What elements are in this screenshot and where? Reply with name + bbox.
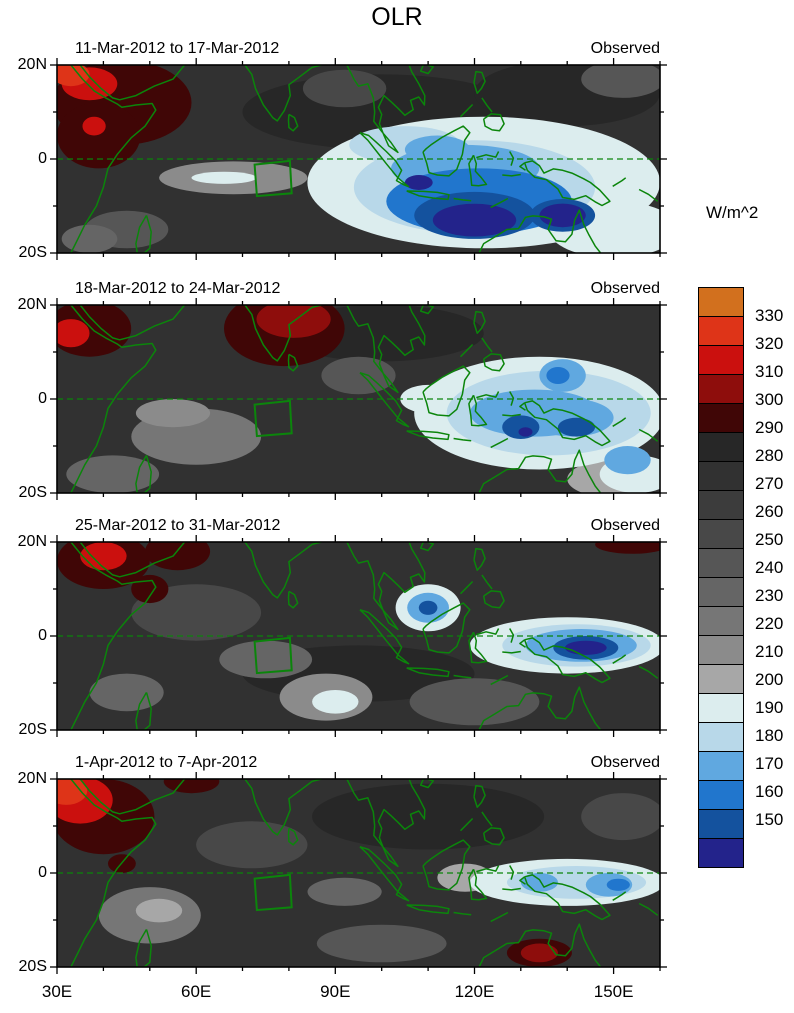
figure-title: OLR — [371, 3, 423, 31]
map-panel-4 — [50, 772, 667, 974]
panel-border — [56, 304, 661, 494]
coastlines — [70, 542, 659, 730]
colorbar-tick-label: 180 — [755, 726, 784, 745]
map-panel-3 — [50, 535, 667, 737]
y-tick-label: 20N — [17, 56, 47, 73]
panel-1-date-range: 11-Mar-2012 to 17-Mar-2012 — [75, 40, 280, 57]
colorbar-tick-label: 220 — [755, 614, 784, 633]
colorbar-tick-label: 150 — [755, 810, 784, 829]
map-panel-2 — [50, 298, 667, 500]
y-tick-label: 20N — [17, 533, 47, 550]
panel-4-observed-label: Observed — [590, 754, 660, 771]
monitoring-box — [253, 159, 293, 198]
colorbar-box — [698, 780, 744, 810]
y-tick-label: 20S — [18, 958, 47, 975]
colorbar-tick-label: 210 — [755, 642, 784, 661]
colorbar-tick-label: 310 — [755, 362, 784, 381]
coastlines — [70, 305, 659, 493]
colorbar-tick-label: 240 — [755, 558, 784, 577]
colorbar-tick-label: 260 — [755, 502, 784, 521]
colorbar-box — [698, 809, 744, 839]
monitoring-box — [253, 399, 293, 438]
monitoring-box — [253, 636, 293, 675]
colorbar-tick-label: 190 — [755, 698, 784, 717]
map-panel-1 — [50, 58, 667, 260]
y-tick-label: 20S — [18, 721, 47, 738]
coastlines — [70, 65, 659, 253]
monitoring-box — [253, 873, 293, 912]
x-tick-label: 30E — [41, 982, 73, 1001]
colorbar-tick-label: 290 — [755, 418, 784, 437]
panel-4-date-range: 1-Apr-2012 to 7-Apr-2012 — [75, 754, 258, 771]
colorbar-tick-label: 270 — [755, 474, 784, 493]
y-tick-label: 0 — [38, 150, 47, 167]
colorbar-box — [698, 577, 744, 607]
colorbar-unit-label: W/m^2 — [706, 203, 759, 222]
y-tick-label: 20S — [18, 484, 47, 501]
colorbar — [698, 287, 744, 868]
colorbar-box — [698, 519, 744, 549]
x-tick-label: 60E — [181, 982, 212, 1001]
panel-border — [56, 778, 661, 968]
panel-2-date-range: 18-Mar-2012 to 24-Mar-2012 — [75, 280, 281, 297]
colorbar-tick-label: 230 — [755, 586, 784, 605]
colorbar-box — [698, 490, 744, 520]
y-tick-label: 20N — [17, 296, 47, 313]
colorbar-box — [698, 751, 744, 781]
colorbar-box — [698, 548, 744, 578]
colorbar-tick-label: 160 — [755, 782, 784, 801]
colorbar-box — [698, 838, 744, 868]
colorbar-tick-label: 250 — [755, 530, 784, 549]
colorbar-box — [698, 345, 744, 375]
panel-3-date-range: 25-Mar-2012 to 31-Mar-2012 — [75, 517, 281, 534]
colorbar-box — [698, 722, 744, 752]
colorbar-tick-label: 330 — [755, 306, 784, 325]
panel-2-observed-label: Observed — [590, 280, 660, 297]
colorbar-box — [698, 606, 744, 636]
y-tick-label: 0 — [38, 390, 47, 407]
colorbar-box — [698, 635, 744, 665]
x-tick-label: 150E — [593, 982, 634, 1001]
colorbar-tick-label: 280 — [755, 446, 784, 465]
anomaly-fields — [57, 779, 660, 967]
x-tick-label: 120E — [454, 982, 495, 1001]
y-tick-label: 20N — [17, 770, 47, 787]
panel-1-observed-label: Observed — [590, 40, 660, 57]
colorbar-box — [698, 461, 744, 491]
colorbar-box — [698, 374, 744, 404]
panel-3-observed-label: Observed — [590, 517, 660, 534]
colorbar-box — [698, 693, 744, 723]
anomaly-fields — [57, 65, 660, 253]
colorbar-box — [698, 287, 744, 317]
colorbar-box — [698, 316, 744, 346]
colorbar-tick-label: 200 — [755, 670, 784, 689]
x-tick-label: 90E — [320, 982, 351, 1001]
anomaly-fields — [57, 305, 660, 493]
panel-border — [56, 541, 661, 731]
colorbar-box — [698, 403, 744, 433]
coastlines — [70, 779, 659, 967]
y-tick-label: 20S — [18, 244, 47, 261]
colorbar-tick-label: 320 — [755, 334, 784, 353]
y-tick-label: 0 — [38, 864, 47, 881]
colorbar-box — [698, 664, 744, 694]
panel-border — [56, 64, 661, 254]
colorbar-box — [698, 432, 744, 462]
y-tick-label: 0 — [38, 627, 47, 644]
colorbar-tick-label: 300 — [755, 390, 784, 409]
colorbar-tick-label: 170 — [755, 754, 784, 773]
